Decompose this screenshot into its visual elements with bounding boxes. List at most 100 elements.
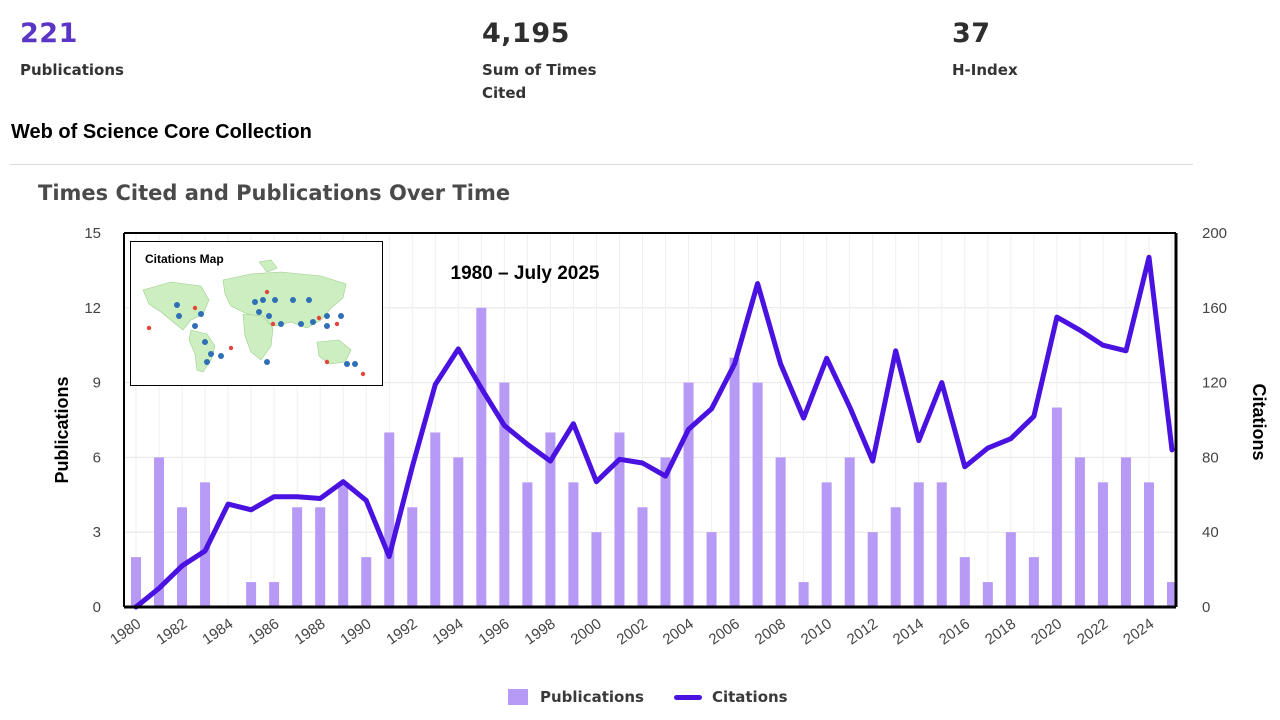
y-tick-label-right: 200 — [1202, 225, 1227, 242]
publication-bar[interactable] — [683, 382, 694, 607]
y-tick-label-right: 0 — [1202, 599, 1210, 616]
publication-bar[interactable] — [890, 507, 901, 607]
legend: Publications Citations — [508, 688, 818, 706]
legend-item-citations[interactable]: Citations — [673, 688, 788, 706]
publication-bar[interactable] — [936, 482, 947, 607]
metric-publications: 221 Publications — [20, 18, 124, 82]
y-tick-label-right: 40 — [1202, 524, 1219, 541]
publication-bar[interactable] — [614, 432, 625, 607]
metric-value: 4,195 — [482, 18, 570, 49]
publication-bar[interactable] — [1005, 532, 1016, 607]
x-tick-label: 2014 — [890, 615, 927, 648]
y-axis-label-right: Citations — [1249, 383, 1269, 460]
x-tick-label: 2016 — [936, 615, 973, 648]
publication-bar[interactable] — [867, 532, 878, 607]
legend-label: Citations — [711, 688, 788, 706]
y-tick-label-left: 15 — [84, 225, 101, 242]
publication-bar[interactable] — [246, 582, 257, 607]
publication-bar[interactable] — [338, 482, 349, 607]
publication-bar[interactable] — [522, 482, 533, 607]
publication-bar[interactable] — [407, 507, 418, 607]
publication-bar[interactable] — [1167, 582, 1177, 607]
publication-bar[interactable] — [1120, 457, 1131, 607]
publication-bar[interactable] — [292, 507, 303, 607]
publication-bar[interactable] — [499, 382, 510, 607]
x-tick-label: 2000 — [568, 615, 605, 648]
x-tick-label: 1994 — [430, 615, 467, 648]
publication-bar[interactable] — [568, 482, 579, 607]
chart-title: Times Cited and Publications Over Time — [38, 181, 511, 205]
publication-bar[interactable] — [775, 457, 786, 607]
publication-bar[interactable] — [706, 532, 717, 607]
legend-item-publications[interactable]: Publications — [508, 688, 644, 706]
publication-bar[interactable] — [453, 457, 464, 607]
publication-bar[interactable] — [959, 557, 970, 607]
publication-bar[interactable] — [752, 382, 763, 607]
citations-line — [133, 254, 1175, 610]
divider — [10, 164, 1193, 165]
publication-bar[interactable] — [729, 357, 740, 607]
publication-bar[interactable] — [1028, 557, 1039, 607]
x-tick-label: 1990 — [337, 615, 374, 648]
publication-bar[interactable] — [798, 582, 809, 607]
publication-bar[interactable] — [361, 557, 372, 607]
map-title: Citations Map — [145, 252, 224, 266]
y-axis-label-left: Publications — [52, 376, 72, 483]
metric-times-cited: 4,195 Sum of Times Cited — [482, 18, 642, 105]
publication-bar[interactable] — [1143, 482, 1154, 607]
publication-bar[interactable] — [913, 482, 924, 607]
publication-bar[interactable] — [177, 507, 188, 607]
date-range-annotation: 1980 – July 2025 — [451, 263, 600, 284]
y-tick-label-left: 12 — [84, 300, 101, 317]
legend-label: Publications — [540, 688, 644, 706]
x-tick-label: 1998 — [522, 615, 559, 648]
publication-bar[interactable] — [1074, 457, 1085, 607]
publication-bar[interactable] — [545, 432, 556, 607]
publication-bar[interactable] — [269, 582, 280, 607]
metric-h-index: 37 H-Index — [952, 18, 1018, 82]
x-tick-label: 1982 — [153, 615, 190, 648]
y-tick-label-left: 3 — [93, 524, 101, 541]
x-tick-label: 2002 — [614, 615, 651, 648]
x-tick-label: 1980 — [107, 615, 144, 648]
metric-value: 37 — [952, 18, 991, 49]
x-tick-label: 2012 — [844, 615, 881, 648]
publication-bar[interactable] — [430, 432, 441, 607]
x-tick-label: 1988 — [291, 615, 328, 648]
metric-label: Sum of Times Cited — [482, 61, 597, 102]
metric-label: H-Index — [952, 61, 1018, 79]
collection-title: Web of Science Core Collection — [11, 121, 312, 143]
publication-bar[interactable] — [200, 482, 211, 607]
x-tick-label: 2022 — [1074, 615, 1111, 648]
publication-bar[interactable] — [315, 507, 326, 607]
x-tick-label: 1986 — [245, 615, 282, 648]
x-tick-label: 2006 — [706, 615, 743, 648]
y-tick-label-left: 9 — [93, 375, 101, 392]
publication-bar[interactable] — [1097, 482, 1108, 607]
publication-bar[interactable] — [154, 457, 165, 607]
line-swatch-icon — [673, 694, 702, 700]
x-tick-label: 2010 — [798, 615, 835, 648]
publication-bar[interactable] — [660, 457, 671, 607]
x-tick-label: 2004 — [660, 615, 697, 648]
x-tick-label: 2008 — [752, 615, 789, 648]
publication-bar[interactable] — [384, 432, 395, 607]
world-map-icon — [142, 259, 366, 377]
y-tick-label-right: 160 — [1202, 300, 1227, 317]
publication-bar[interactable] — [637, 507, 648, 607]
y-tick-label-left: 0 — [93, 599, 101, 616]
bar-swatch-icon — [508, 689, 528, 705]
publication-bar[interactable] — [1051, 407, 1062, 607]
publication-bar[interactable] — [591, 532, 602, 607]
y-tick-label-left: 6 — [93, 449, 101, 466]
publication-bar[interactable] — [131, 557, 141, 607]
publication-bar[interactable] — [821, 482, 832, 607]
x-tick-label: 1996 — [476, 615, 513, 648]
x-tick-label: 2024 — [1120, 615, 1157, 648]
publication-bar[interactable] — [844, 457, 855, 607]
x-tick-label: 1984 — [199, 615, 236, 648]
metric-label: Publications — [20, 61, 124, 79]
citations-map-inset: Citations Map — [130, 241, 383, 386]
publication-bar[interactable] — [476, 307, 487, 607]
publication-bar[interactable] — [982, 582, 993, 607]
